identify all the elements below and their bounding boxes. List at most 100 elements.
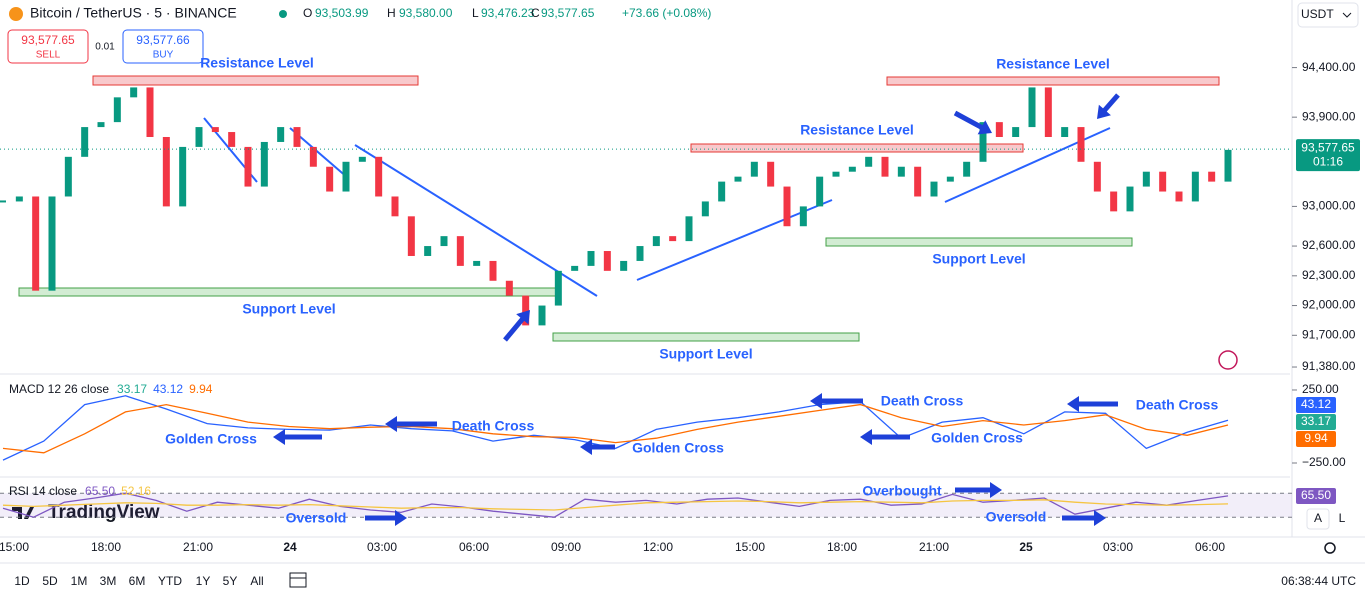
candle [914, 166, 922, 197]
support-zone [18, 287, 559, 297]
candle [799, 206, 807, 227]
indicator-tick-label: −250.00 [1302, 455, 1346, 469]
low-label: L [472, 6, 479, 20]
indicator-line [2, 403, 1229, 454]
value-badge-label: 43.12 [1301, 397, 1331, 411]
candle [783, 186, 791, 227]
annotation-label: Resistance Level [200, 55, 314, 71]
candle [1208, 171, 1216, 182]
candle [1093, 161, 1101, 192]
candle [64, 156, 72, 197]
candle [718, 181, 726, 202]
buy-button[interactable] [122, 29, 204, 64]
candle [113, 97, 121, 123]
candle [260, 141, 268, 187]
candle [293, 127, 301, 147]
price-tick-label: 93,900.00 [1302, 109, 1356, 123]
indicator-legend-value: 43.12 [153, 382, 183, 396]
price-tick-label: 91,380.00 [1302, 359, 1356, 373]
change: +73.66 (+0.08%) [622, 6, 711, 20]
candle [963, 161, 971, 177]
annotation-label: Golden Cross [632, 440, 724, 456]
time-label: 03:00 [367, 540, 397, 554]
log-scale[interactable]: L [1339, 511, 1346, 525]
symbol[interactable]: Bitcoin / TetherUS · 5 · BINANCE [30, 5, 237, 21]
candle [1175, 191, 1183, 202]
candle [505, 280, 513, 296]
annotation-label: Oversold [286, 510, 347, 526]
range-button[interactable]: 5Y [223, 574, 238, 588]
annotation-label: Support Level [242, 301, 335, 317]
currency-select[interactable] [1297, 2, 1359, 28]
alert-icon[interactable] [1218, 350, 1238, 370]
range-button[interactable]: 6M [129, 574, 146, 588]
value-badge [1296, 397, 1336, 413]
close-value: 93,577.65 [541, 6, 595, 20]
buy-label: BUY [153, 50, 174, 61]
currency: USDT [1301, 7, 1334, 21]
range-button[interactable]: YTD [158, 574, 182, 588]
candle [995, 122, 1003, 137]
candle [636, 246, 644, 261]
time-label: 21:00 [183, 540, 213, 554]
range-button[interactable]: All [250, 574, 263, 588]
range-button[interactable]: 3M [100, 574, 117, 588]
high-label: H [387, 6, 396, 20]
sell-price: 93,577.65 [21, 33, 75, 47]
candle [179, 146, 187, 207]
annotation-label: Resistance Level [800, 122, 914, 138]
range-button[interactable]: 5D [42, 574, 58, 588]
time-label: 18:00 [827, 540, 857, 554]
candle [424, 246, 432, 256]
candle [522, 295, 530, 326]
candle [391, 196, 399, 217]
candle [15, 196, 23, 202]
value-badge [1296, 414, 1336, 430]
candle [48, 196, 56, 291]
indicator-legend-value: 33.17 [117, 382, 147, 396]
price-tick-label: 93,000.00 [1302, 199, 1356, 213]
candle [32, 196, 40, 291]
candle [244, 146, 252, 187]
candle [603, 251, 611, 271]
time-label: 12:00 [643, 540, 673, 554]
time-label: 15:00 [0, 540, 29, 554]
annotation-label: Resistance Level [996, 56, 1110, 72]
candle [554, 270, 562, 306]
candle [211, 127, 219, 133]
candle [881, 156, 889, 177]
annotation-label: Golden Cross [165, 431, 257, 447]
time-label: 24 [283, 540, 297, 554]
range-button[interactable]: 1Y [196, 574, 211, 588]
annotation-arrow [953, 110, 985, 131]
annotation-arrow-head [395, 510, 407, 526]
candle [1028, 87, 1036, 128]
candle [620, 260, 628, 271]
candle [587, 251, 595, 266]
candle [669, 236, 677, 242]
candle [865, 156, 873, 167]
date-range-icon[interactable] [289, 572, 307, 588]
value-badge [1296, 488, 1336, 504]
time-label: 21:00 [919, 540, 949, 554]
indicator-title: MACD 12 26 close [9, 382, 109, 396]
annotation-arrow-head [810, 393, 822, 409]
candle [897, 166, 905, 177]
candle [473, 260, 481, 266]
auto-scale-button[interactable] [1306, 508, 1330, 530]
range-button[interactable]: 1M [71, 574, 88, 588]
annotation-arrow-head [990, 482, 1002, 498]
candle [930, 181, 938, 197]
time-label: 03:00 [1103, 540, 1133, 554]
annotation-arrow [503, 315, 526, 342]
range-button[interactable]: 1D [14, 574, 30, 588]
candle [146, 87, 154, 137]
candle [750, 161, 758, 177]
candle [816, 176, 824, 207]
settings-icon[interactable] [1324, 542, 1336, 554]
annotation-label: Death Cross [452, 418, 535, 434]
time-label: 09:00 [551, 540, 581, 554]
indicator-legend-value: 9.94 [189, 382, 213, 396]
sell-button[interactable] [7, 29, 89, 64]
